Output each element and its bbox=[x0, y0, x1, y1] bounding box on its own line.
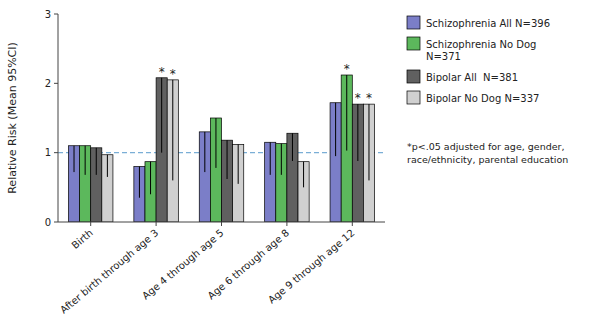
error-bar bbox=[368, 104, 369, 180]
x-tick bbox=[286, 222, 287, 226]
x-tick bbox=[156, 222, 157, 226]
bar bbox=[102, 155, 113, 222]
x-tick bbox=[352, 222, 353, 226]
bar bbox=[352, 104, 363, 222]
legend-swatch bbox=[407, 16, 420, 29]
text-line: Bipolar All N=381 bbox=[426, 72, 518, 83]
y-tick bbox=[54, 14, 58, 15]
error-bar bbox=[172, 80, 173, 181]
chart: 0 1 2 3 Relative Risk (Mean 95%CI) BirthAfter… bbox=[0, 0, 600, 331]
bar bbox=[298, 162, 309, 222]
plot-area bbox=[58, 75, 385, 222]
footnote: *p<.05 adjusted for age, gender, race/eth… bbox=[407, 141, 568, 165]
bar bbox=[134, 167, 145, 222]
annotation: * bbox=[344, 62, 350, 76]
error-bar bbox=[85, 146, 86, 175]
bar bbox=[363, 104, 374, 222]
bar bbox=[91, 148, 102, 222]
bar bbox=[210, 118, 221, 222]
y-tick-label: 2 bbox=[45, 78, 51, 89]
x-tick-label: Age 9 through age 12 bbox=[266, 227, 357, 306]
bar bbox=[68, 146, 79, 222]
text-line: Schizophrenia All N=396 bbox=[426, 18, 550, 29]
legend-swatch bbox=[407, 37, 420, 50]
legend-label: Bipolar All N=381 bbox=[426, 72, 518, 83]
error-bar bbox=[139, 167, 140, 198]
y-tick-label: 3 bbox=[45, 9, 51, 20]
bar bbox=[341, 75, 352, 222]
text-line: *p<.05 adjusted for age, gender, bbox=[407, 141, 564, 152]
error-bar bbox=[107, 155, 108, 177]
annotation: * bbox=[366, 91, 372, 105]
bar bbox=[167, 80, 178, 222]
x-tick-label: Birth bbox=[70, 227, 95, 251]
error-bar bbox=[161, 78, 162, 153]
y-tick bbox=[54, 83, 58, 84]
bar bbox=[80, 146, 91, 222]
bar bbox=[199, 132, 210, 222]
bar bbox=[222, 140, 233, 222]
y-tick-label: 1 bbox=[45, 147, 51, 158]
text-line: race/ethnicity, parental education bbox=[407, 154, 568, 165]
text-line: Schizophrenia No Dog bbox=[426, 39, 536, 50]
bar bbox=[330, 103, 341, 222]
annotation: * bbox=[159, 65, 165, 79]
y-axis-label: Relative Risk (Mean 95%CI) bbox=[6, 42, 19, 194]
legend-swatch bbox=[407, 91, 420, 104]
x-tick bbox=[221, 222, 222, 226]
x-tick bbox=[90, 222, 91, 226]
y-tick bbox=[54, 152, 58, 153]
x-tick-label: After birth through age 3 bbox=[58, 227, 160, 315]
annotation: * bbox=[355, 91, 361, 105]
annotation: * bbox=[170, 67, 176, 81]
error-bar bbox=[150, 162, 151, 195]
error-bar bbox=[303, 162, 304, 188]
error-bar bbox=[357, 104, 358, 161]
legend-label: Schizophrenia No DogN=371 bbox=[426, 39, 536, 62]
bar bbox=[145, 162, 156, 222]
bar bbox=[233, 144, 244, 222]
bar bbox=[287, 133, 298, 222]
bar bbox=[156, 78, 167, 222]
error-bar bbox=[335, 103, 336, 156]
bar bbox=[276, 144, 287, 222]
legend-swatch bbox=[407, 70, 420, 83]
error-bar bbox=[96, 148, 97, 175]
y-tick bbox=[54, 222, 58, 223]
legend-label: Schizophrenia All N=396 bbox=[426, 18, 550, 29]
text-line: Bipolar No Dog N=337 bbox=[426, 93, 539, 104]
text-line: N=371 bbox=[426, 51, 461, 62]
error-bar bbox=[346, 75, 347, 151]
error-bar bbox=[238, 144, 239, 184]
error-bar bbox=[215, 118, 216, 168]
error-bar bbox=[281, 144, 282, 175]
error-bar bbox=[270, 142, 271, 175]
y-axis bbox=[58, 14, 59, 222]
y-tick-label: 0 bbox=[45, 217, 51, 228]
error-bar bbox=[227, 140, 228, 179]
error-bar bbox=[292, 133, 293, 161]
bar bbox=[265, 142, 276, 222]
legend-label: Bipolar No Dog N=337 bbox=[426, 93, 539, 104]
error-bar bbox=[204, 132, 205, 172]
error-bar bbox=[74, 146, 75, 172]
